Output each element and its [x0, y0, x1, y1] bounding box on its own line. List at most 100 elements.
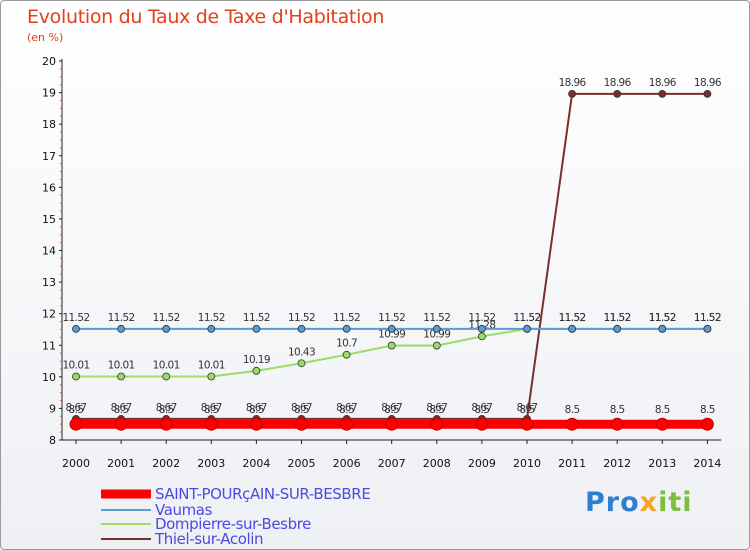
data-point — [613, 89, 622, 98]
x-tick-label: 2009 — [468, 457, 496, 470]
data-label: 18.96 — [694, 77, 722, 89]
y-tick-label: 12 — [42, 308, 56, 321]
legend-label-3: Thiel-sur-Acolin — [154, 530, 263, 548]
legend-label-0: SAINT-POURçAIN-SUR-BESBRE — [155, 485, 370, 503]
data-point — [162, 324, 171, 333]
x-tick-label: 2012 — [603, 457, 631, 470]
data-label: 8.5 — [429, 404, 444, 416]
data-label: 10.43 — [288, 346, 315, 358]
data-label: 18.96 — [649, 77, 677, 89]
data-label: 10.01 — [198, 360, 225, 372]
data-label: 11.52 — [559, 312, 586, 324]
y-tick-label: 9 — [49, 402, 56, 415]
chart-title: Evolution du Taux de Taxe d'Habitation — [27, 6, 385, 28]
data-point — [207, 372, 216, 381]
x-tick-label: 2010 — [513, 457, 541, 470]
data-label: 11.52 — [423, 312, 450, 324]
data-point — [340, 417, 354, 431]
data-label: 8.67 — [471, 402, 492, 414]
data-point — [475, 417, 489, 431]
data-label: 11.52 — [513, 312, 540, 324]
data-label: 10.99 — [378, 329, 405, 341]
x-tick-label: 2003 — [197, 457, 225, 470]
data-point — [297, 359, 306, 368]
data-label: 11.52 — [108, 312, 135, 324]
data-point — [703, 89, 712, 98]
data-point — [204, 417, 218, 431]
data-point — [342, 324, 351, 333]
data-label: 11.52 — [604, 312, 631, 324]
data-point — [432, 341, 441, 350]
x-tick-label: 2004 — [242, 457, 270, 470]
data-label: 8.67 — [426, 402, 447, 414]
brand-logo: Proxiti — [585, 487, 693, 518]
data-point — [249, 417, 263, 431]
data-label: 10.01 — [62, 360, 89, 372]
data-point — [387, 341, 396, 350]
data-point — [568, 89, 576, 98]
data-point — [159, 417, 173, 431]
data-label: 18.96 — [604, 77, 632, 89]
data-label: 8.5 — [474, 404, 489, 416]
data-label: 11.52 — [649, 312, 676, 324]
data-label: 8.5 — [204, 404, 219, 416]
data-point — [72, 372, 80, 381]
y-tick-label: 14 — [42, 245, 56, 258]
data-label: 10.7 — [336, 338, 357, 350]
data-label: 8.5 — [249, 404, 264, 416]
y-tick-label: 10 — [42, 371, 56, 384]
data-point — [114, 417, 128, 431]
brand-part-1: Pro — [585, 487, 640, 518]
y-tick-label: 18 — [42, 118, 56, 131]
legend-label-1: Vaumas — [155, 501, 213, 519]
data-point — [520, 417, 534, 431]
data-point — [342, 350, 351, 359]
data-label: 8.67 — [517, 402, 538, 414]
x-tick-label: 2002 — [152, 457, 180, 470]
data-point — [430, 417, 444, 431]
data-label: 11.52 — [153, 312, 180, 324]
data-point — [385, 417, 399, 431]
data-point — [295, 417, 308, 431]
y-tick-label: 8 — [49, 434, 56, 447]
data-point — [568, 324, 576, 333]
x-tick-label: 2006 — [333, 457, 361, 470]
data-point — [655, 417, 669, 431]
data-label: 11.52 — [559, 312, 586, 324]
data-label: 11.52 — [649, 312, 676, 324]
data-point — [523, 324, 531, 333]
data-point — [72, 324, 80, 333]
y-tick-label: 17 — [42, 150, 56, 163]
data-label: 10.99 — [423, 329, 450, 341]
data-label: 8.67 — [201, 402, 222, 414]
data-point — [162, 372, 171, 381]
data-point — [610, 417, 624, 431]
y-tick-label: 13 — [42, 276, 56, 289]
x-tick-label: 2011 — [558, 457, 586, 470]
data-point — [477, 324, 486, 333]
data-label: 11.52 — [604, 312, 631, 324]
data-point — [432, 324, 441, 333]
data-label: 11.52 — [62, 312, 89, 324]
data-label: 8.67 — [246, 402, 267, 414]
data-label: 8.67 — [291, 402, 312, 414]
data-label: 18.96 — [559, 77, 587, 89]
data-label: 10.01 — [108, 360, 135, 372]
data-point — [477, 332, 486, 341]
data-point — [658, 89, 667, 98]
x-tick-label: 2014 — [693, 457, 721, 470]
data-label: 11.52 — [333, 312, 360, 324]
x-tick-label: 2013 — [648, 457, 676, 470]
data-label: 8.5 — [294, 404, 309, 416]
data-label: 11.52 — [694, 312, 721, 324]
data-label: 8.5 — [384, 404, 399, 416]
data-point — [565, 417, 579, 431]
data-point — [297, 324, 306, 333]
data-point — [703, 324, 712, 333]
data-label: 8.5 — [520, 404, 535, 416]
data-label: 8.5 — [655, 404, 670, 416]
x-tick-label: 2007 — [378, 457, 406, 470]
y-tick-label: 11 — [42, 339, 56, 352]
